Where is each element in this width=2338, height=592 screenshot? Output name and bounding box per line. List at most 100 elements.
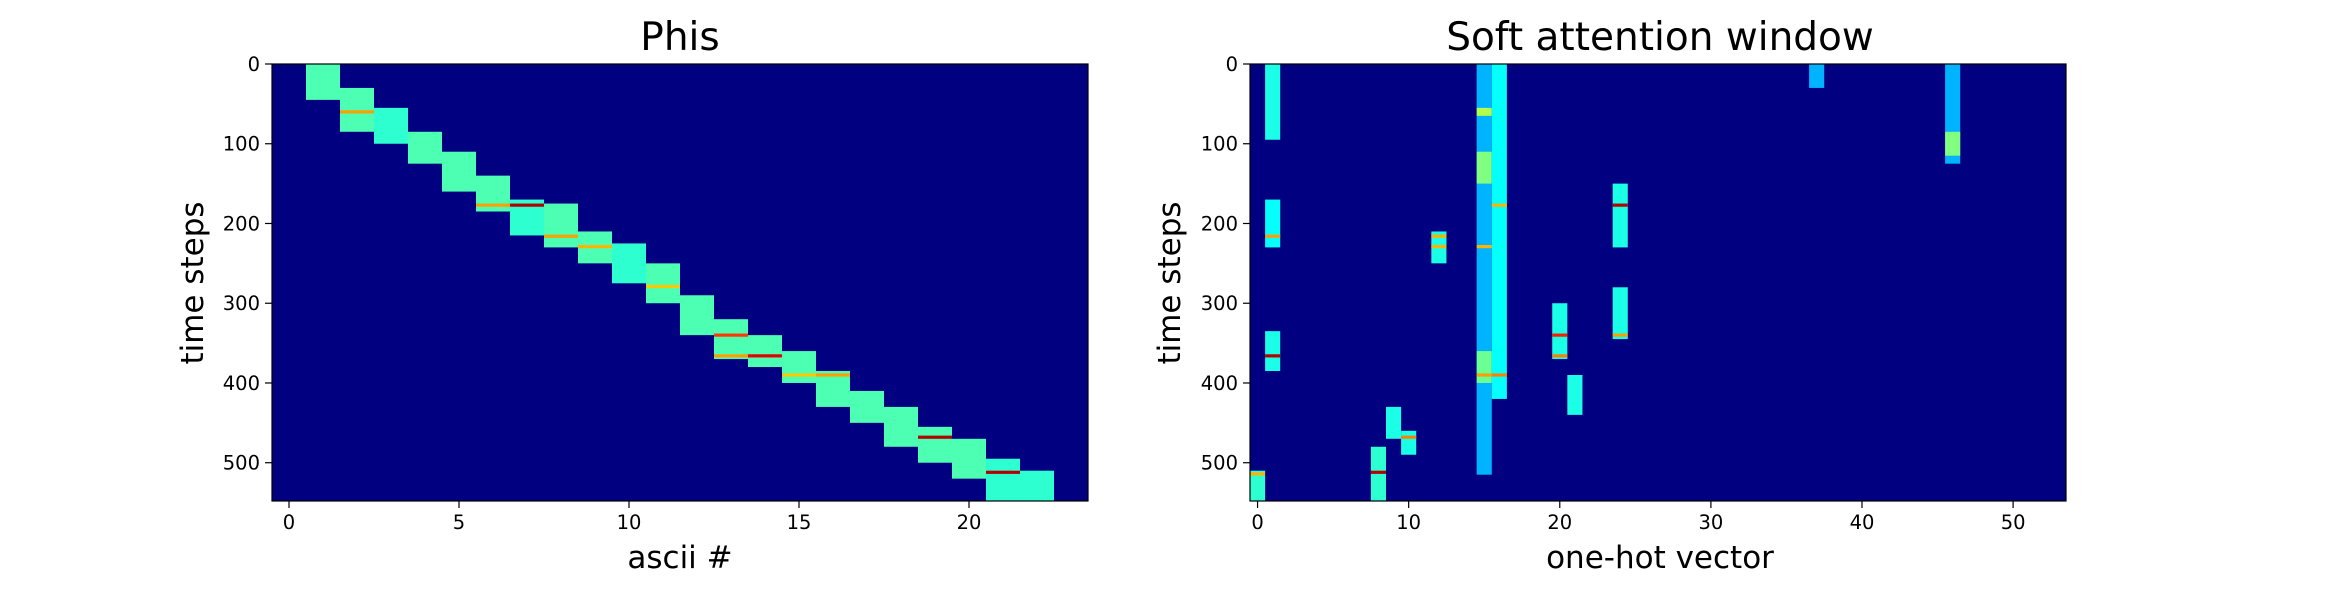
phis-x-axis-label: ascii #: [627, 540, 732, 576]
x-tick-label: 10: [617, 511, 642, 534]
x-tick-label: 10: [1396, 511, 1421, 534]
attention-chart-title: Soft attention window: [1446, 15, 1874, 60]
heatmap-cell: [1552, 333, 1568, 337]
x-tick-label: 20: [957, 511, 982, 534]
heatmap-cell: [1265, 199, 1281, 248]
heatmap-cell: [748, 354, 782, 358]
y-tick-label: 300: [1201, 292, 1238, 315]
x-tick-label: 40: [1850, 511, 1875, 534]
y-tick-label: 0: [248, 53, 260, 76]
heatmap-cell: [1491, 64, 1507, 399]
plot-frame: [1249, 63, 2067, 502]
heatmap-cell: [1476, 245, 1492, 249]
heatmap-cell: [1476, 373, 1492, 377]
heatmap-cell: [1567, 375, 1583, 415]
x-tick-label: 0: [1251, 511, 1263, 534]
x-tick-label: 30: [1698, 511, 1723, 534]
y-tick-label: 0: [1226, 53, 1238, 76]
heatmap-cell: [476, 203, 510, 207]
heatmap-cell: [1945, 131, 1961, 156]
heatmap-cell: [782, 373, 816, 377]
heatmap-cell: [1552, 354, 1568, 358]
heatmap-cell: [1431, 234, 1447, 238]
heatmap-cell: [1431, 245, 1447, 249]
y-tick-label: 200: [1201, 212, 1238, 235]
heatmap-cell: [714, 333, 748, 337]
heatmap-cell: [1476, 351, 1492, 383]
heatmap-cell: [714, 319, 748, 360]
heatmap-cell: [646, 263, 680, 304]
x-tick-label: 50: [2001, 511, 2026, 534]
phis-y-axis-label: time steps: [175, 201, 211, 364]
heatmap-cell: [306, 64, 340, 100]
heatmap-cell: [578, 245, 612, 249]
heatmap-cell: [748, 335, 782, 368]
heatmap-cell: [1401, 430, 1417, 455]
x-tick-label: 15: [787, 511, 812, 534]
heatmap-cell: [1265, 331, 1281, 372]
heatmap-cell: [1491, 373, 1507, 377]
heatmap-cell: [782, 351, 816, 383]
heatmap-cell: [1250, 470, 1266, 501]
heatmap-cell: [374, 107, 408, 144]
heatmap-cell: [1612, 287, 1628, 340]
y-tick-label: 300: [223, 292, 260, 315]
heatmap-cell: [1401, 435, 1417, 439]
heatmap-cell: [340, 110, 374, 114]
heatmap-cell: [816, 371, 850, 407]
heatmap-cell: [408, 131, 442, 164]
heatmap-cell: [1386, 406, 1402, 439]
heatmap-cell: [680, 295, 714, 336]
heatmap-cell: [918, 435, 952, 439]
y-tick-label: 100: [223, 133, 260, 156]
heatmap-cell: [714, 354, 748, 358]
heatmap-background: [1250, 64, 2066, 501]
y-tick-label: 400: [223, 372, 260, 395]
attention-y-axis-label: time steps: [1152, 201, 1188, 364]
y-tick-label: 100: [1201, 133, 1238, 156]
heatmap-cell: [1476, 107, 1492, 116]
heatmap-cell: [952, 438, 986, 479]
heatmap-cell: [1476, 64, 1492, 475]
heatmap-cell: [1809, 64, 1825, 88]
heatmap-cell: [510, 203, 544, 207]
x-tick-label: 20: [1547, 511, 1572, 534]
heatmap-cell: [544, 203, 578, 248]
heatmap-cell: [816, 373, 850, 377]
heatmap-cell: [544, 234, 578, 238]
x-tick-label: 5: [453, 511, 465, 534]
heatmap-cell: [986, 470, 1020, 474]
heatmap-cell: [1552, 303, 1568, 360]
heatmap-cell: [1612, 203, 1628, 207]
heatmap-cell: [1612, 333, 1628, 337]
heatmap-cell: [850, 390, 884, 423]
heatmap-cell: [1020, 470, 1054, 501]
phis-chart-title: Phis: [640, 15, 719, 60]
heatmap-cell: [884, 406, 918, 447]
y-tick-label: 400: [1201, 372, 1238, 395]
heatmap-cell: [1612, 183, 1628, 248]
y-tick-label: 200: [223, 212, 260, 235]
heatmap-cell: [612, 243, 646, 284]
heatmap-cell: [1491, 203, 1507, 207]
x-tick-label: 0: [283, 511, 295, 534]
heatmap-cell: [646, 284, 680, 289]
attention-heatmap-panel: Soft attention window 0 10 20 30 40 500100200…: [1152, 15, 2067, 576]
heatmap-cell: [1250, 472, 1266, 476]
plot-frame: [271, 63, 1089, 502]
heatmap-cell: [442, 151, 476, 192]
heatmap-cell: [340, 87, 374, 132]
attention-x-axis-label: one-hot vector: [1546, 540, 1774, 576]
y-tick-label: 500: [1201, 452, 1238, 475]
heatmap-cell: [1265, 234, 1281, 238]
heatmap-cell: [1476, 151, 1492, 184]
heatmap-cell: [1370, 470, 1386, 474]
y-tick-label: 500: [223, 452, 260, 475]
heatmap-cell: [918, 426, 952, 463]
heatmap-cell: [1265, 64, 1281, 140]
heatmap-cell: [986, 458, 1020, 501]
